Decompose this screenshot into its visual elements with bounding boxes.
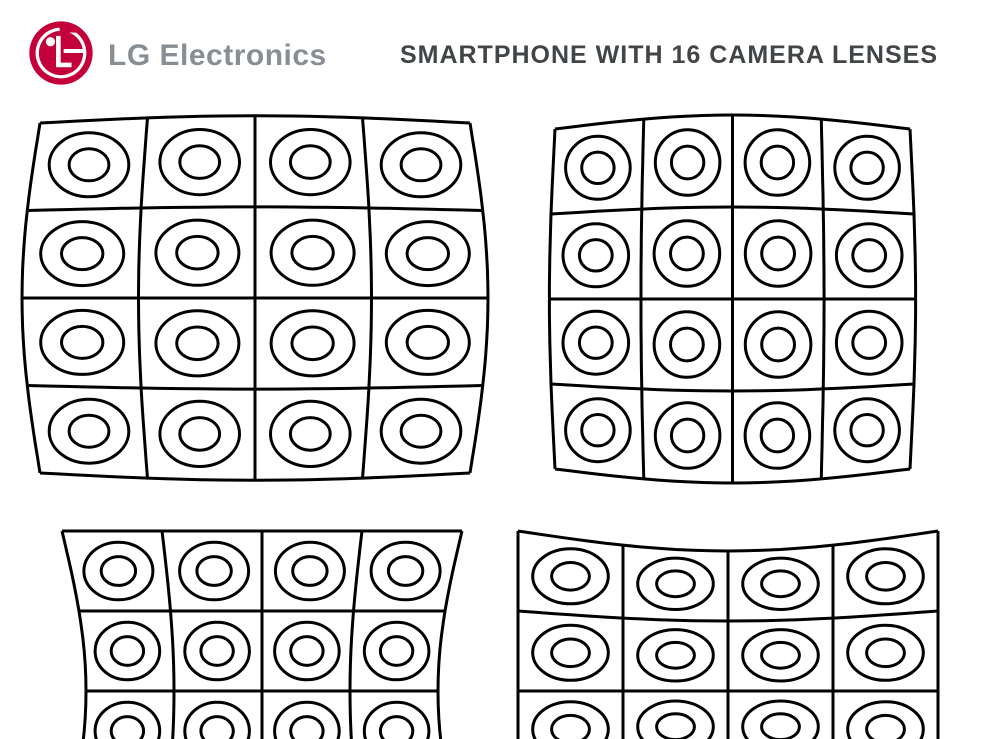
lg-logo-icon — [28, 20, 94, 91]
lens-grid-C — [32, 501, 492, 739]
lens-grid-B — [535, 109, 930, 489]
diagram-area — [0, 101, 986, 739]
headline-text: SMARTPHONE WITH 16 CAMERA LENSES — [400, 41, 938, 70]
brand-name: LG Electronics — [108, 39, 327, 73]
lens-grid-A — [16, 99, 494, 497]
header: LG Electronics SMARTPHONE WITH 16 CAMERA… — [0, 0, 986, 101]
lens-grid-D — [492, 505, 964, 739]
brand-block: LG Electronics — [28, 20, 327, 91]
